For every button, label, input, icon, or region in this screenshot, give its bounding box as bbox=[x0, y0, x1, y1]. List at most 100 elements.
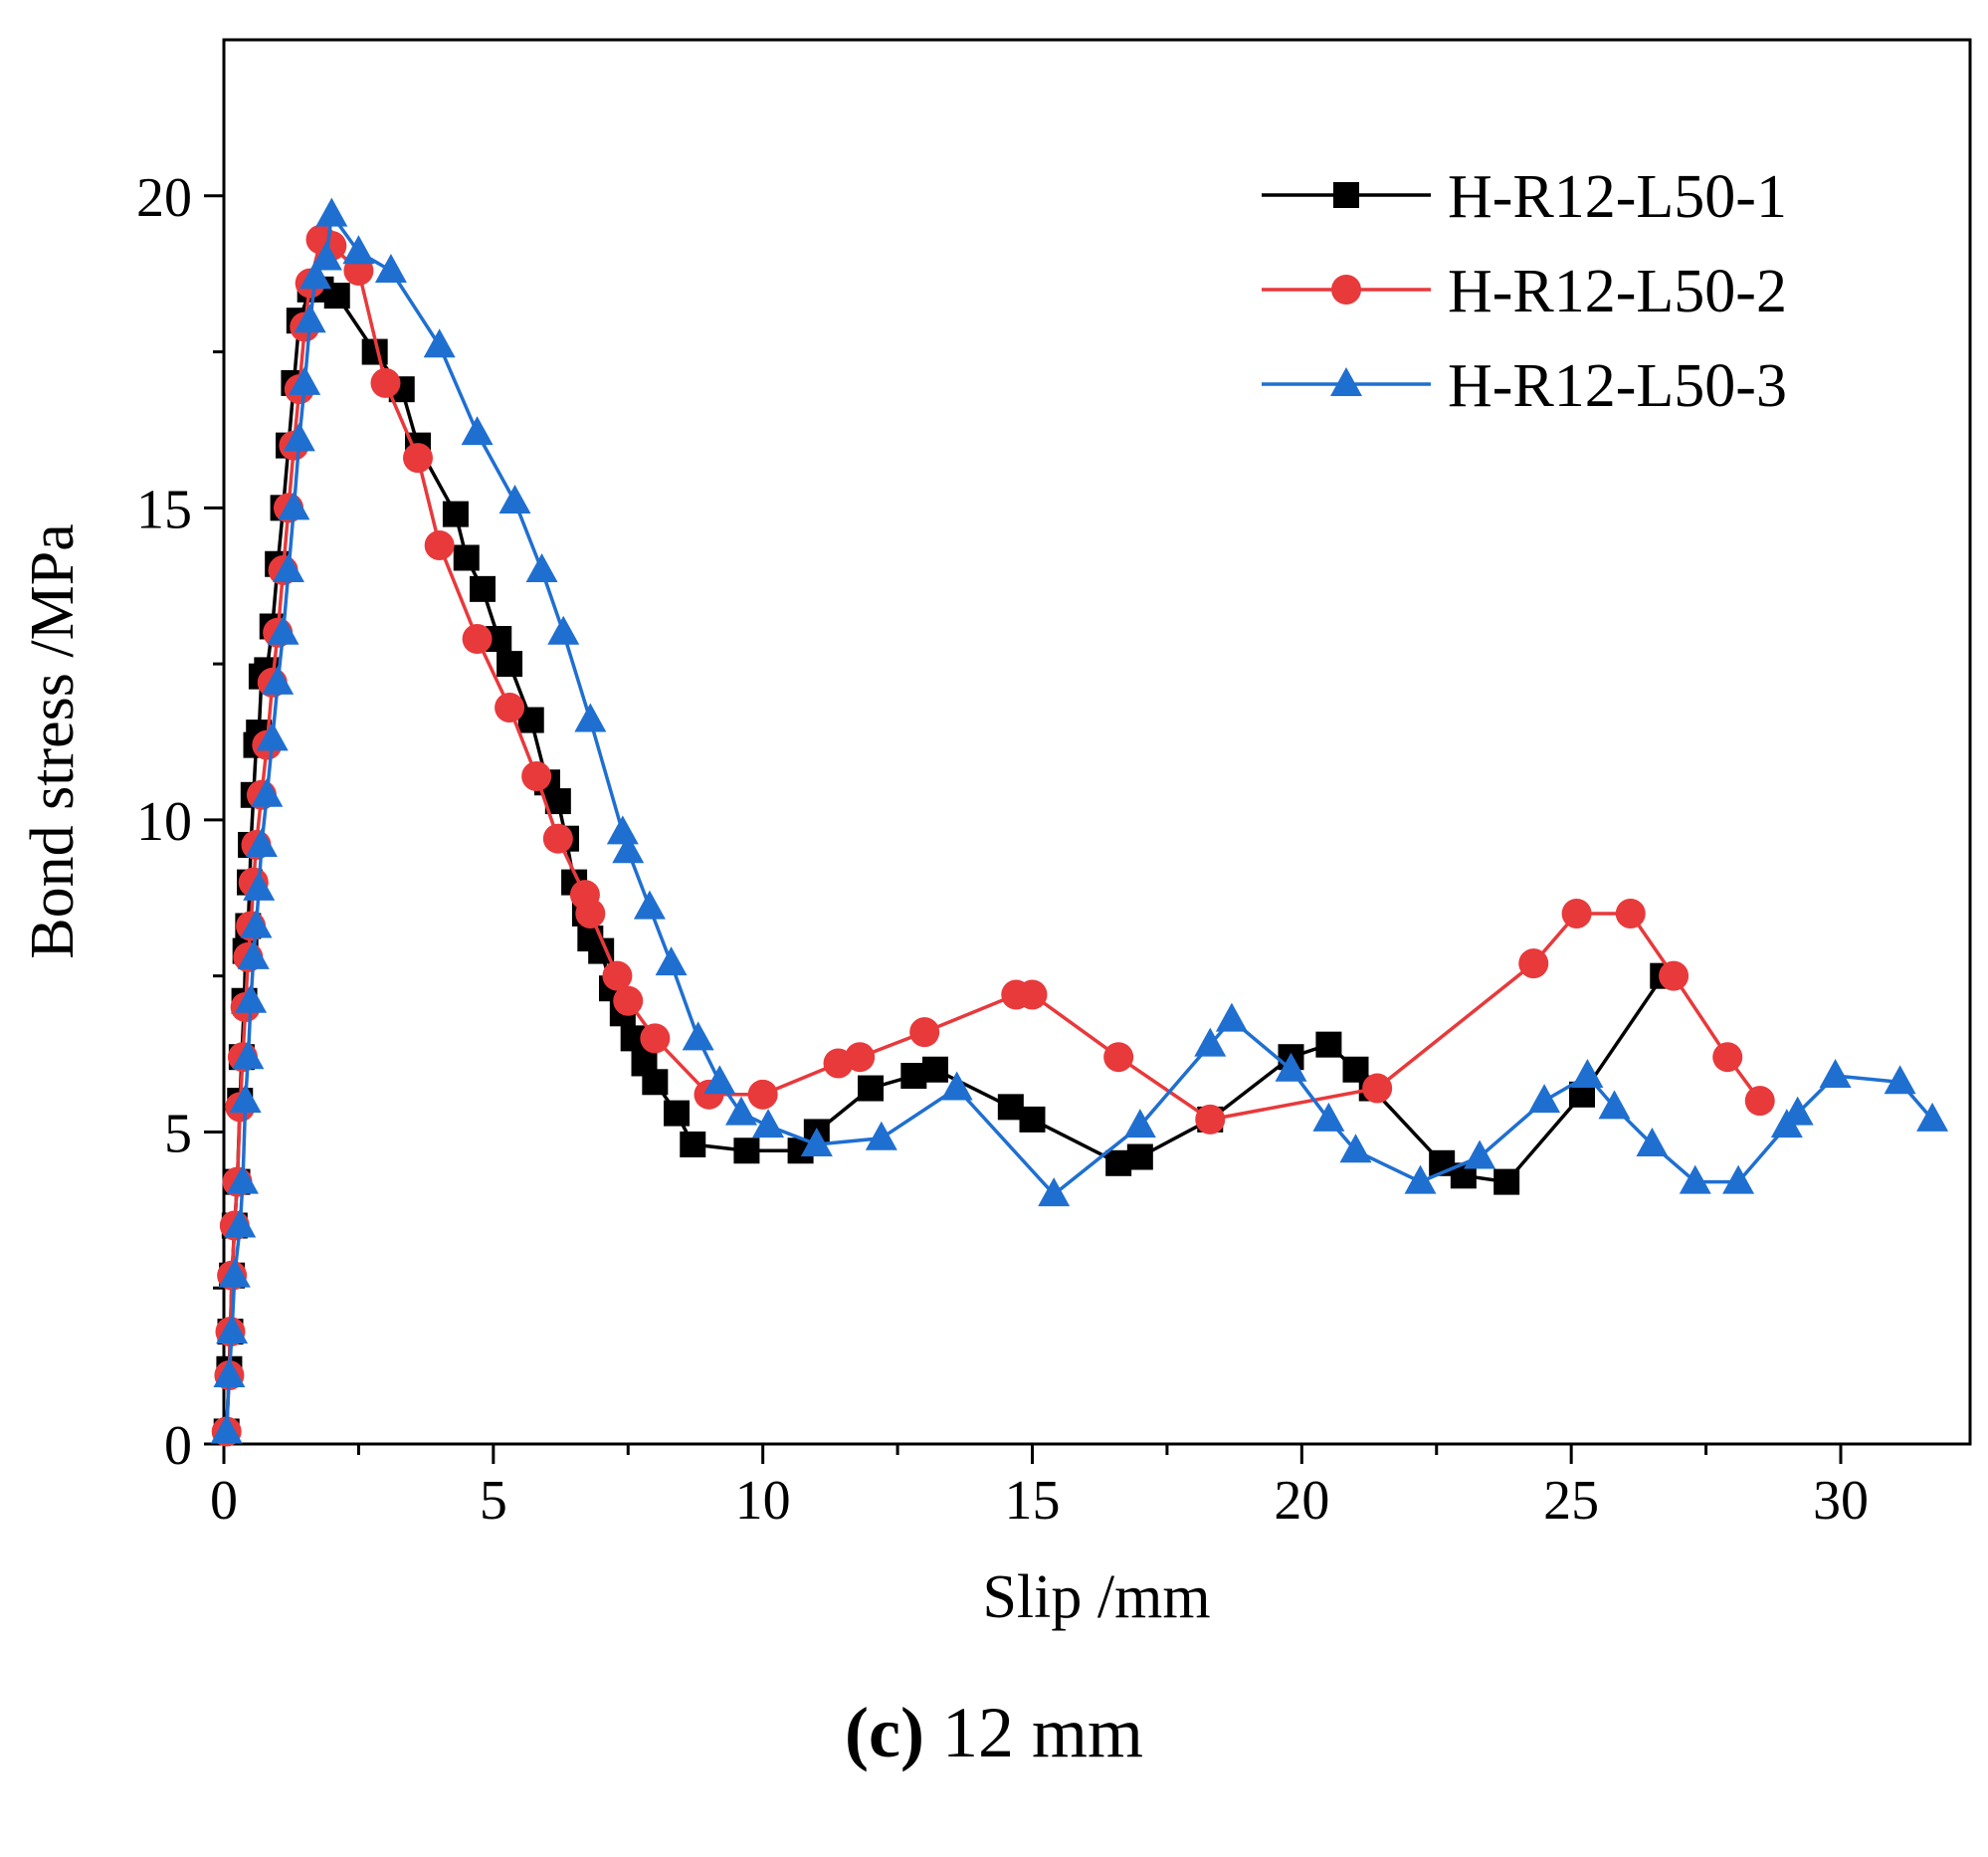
data-point bbox=[640, 1023, 671, 1054]
data-point bbox=[216, 1315, 249, 1344]
data-point bbox=[680, 1131, 706, 1157]
axes: 0 5 10 15 20 25 30 0 5 10 15 20 bbox=[136, 167, 1869, 1532]
series-3 bbox=[210, 197, 1949, 1444]
data-point bbox=[655, 946, 688, 976]
data-point bbox=[633, 890, 666, 920]
data-point bbox=[283, 422, 315, 452]
data-point bbox=[289, 365, 321, 395]
data-point bbox=[845, 1042, 876, 1073]
data-point bbox=[229, 1084, 262, 1114]
data-point bbox=[278, 491, 310, 520]
data-point bbox=[525, 553, 558, 583]
data-point bbox=[1315, 1031, 1342, 1058]
x-axis-label: Slip /mm bbox=[982, 1563, 1210, 1631]
data-point bbox=[1819, 1059, 1852, 1089]
data-point bbox=[299, 260, 332, 290]
data-point bbox=[237, 939, 270, 969]
data-point bbox=[461, 416, 494, 446]
data-point bbox=[664, 1100, 690, 1127]
data-point bbox=[256, 722, 289, 751]
data-point bbox=[226, 1164, 259, 1194]
data-point bbox=[497, 651, 523, 678]
data-point bbox=[470, 575, 496, 602]
data-point bbox=[213, 1358, 246, 1388]
data-point bbox=[1722, 1164, 1755, 1194]
series-line bbox=[224, 288, 1665, 1432]
data-point bbox=[370, 367, 401, 398]
legend-marker bbox=[1330, 367, 1362, 396]
legend-item: H-R12-L50-1 bbox=[1262, 163, 1787, 231]
data-point bbox=[453, 544, 480, 571]
data-point bbox=[733, 1137, 760, 1164]
data-point bbox=[1781, 1096, 1814, 1126]
data-point bbox=[1916, 1102, 1949, 1132]
data-point bbox=[800, 1127, 833, 1156]
data-point bbox=[575, 898, 606, 928]
data-point bbox=[682, 1021, 714, 1051]
plot-frame bbox=[222, 38, 1972, 1446]
data-point bbox=[1339, 1134, 1372, 1163]
data-point bbox=[1123, 1109, 1156, 1138]
caption-text: 12 mm bbox=[923, 1693, 1143, 1772]
data-point bbox=[940, 1071, 973, 1101]
y-tick-label: 5 bbox=[164, 1103, 192, 1164]
legend-marker bbox=[1331, 275, 1361, 305]
data-point bbox=[542, 823, 573, 854]
data-point bbox=[752, 1109, 785, 1138]
data-point bbox=[424, 529, 455, 560]
data-point bbox=[210, 1414, 243, 1444]
data-point bbox=[235, 983, 268, 1013]
x-tick-label: 10 bbox=[735, 1470, 791, 1532]
series-1 bbox=[213, 276, 1677, 1445]
data-point bbox=[1215, 1002, 1248, 1032]
data-point bbox=[498, 485, 531, 515]
figure-caption: (c) 12 mm bbox=[0, 1692, 1988, 1774]
data-point bbox=[642, 1069, 669, 1096]
data-point bbox=[602, 960, 633, 991]
data-point bbox=[342, 235, 375, 265]
data-point bbox=[1017, 979, 1048, 1010]
data-point bbox=[495, 693, 525, 723]
data-point bbox=[1884, 1065, 1916, 1095]
data-point bbox=[442, 501, 469, 527]
y-tick-label: 20 bbox=[136, 167, 192, 229]
y-tick-label: 10 bbox=[136, 791, 192, 853]
data-point bbox=[267, 615, 299, 645]
data-point bbox=[1518, 948, 1549, 979]
x-tick-label: 20 bbox=[1274, 1470, 1329, 1532]
x-tick-label: 15 bbox=[1005, 1470, 1061, 1532]
data-point bbox=[462, 624, 493, 655]
data-point bbox=[1195, 1104, 1226, 1135]
legend-label: H-R12-L50-2 bbox=[1448, 258, 1787, 325]
data-point bbox=[1712, 1042, 1743, 1073]
data-point bbox=[315, 197, 348, 227]
data-point bbox=[858, 1075, 884, 1102]
data-point bbox=[1038, 1177, 1071, 1207]
data-point bbox=[224, 1208, 257, 1238]
data-point bbox=[423, 328, 456, 358]
data-point bbox=[1194, 1027, 1227, 1057]
data-point bbox=[574, 703, 607, 732]
legend-label: H-R12-L50-3 bbox=[1448, 352, 1787, 420]
data-point bbox=[1362, 1073, 1393, 1104]
legend-label: H-R12-L50-1 bbox=[1448, 163, 1787, 231]
data-point bbox=[865, 1121, 897, 1150]
data-point bbox=[521, 760, 552, 791]
x-tick-label: 30 bbox=[1813, 1470, 1869, 1532]
data-point bbox=[1312, 1102, 1345, 1132]
y-tick-label: 15 bbox=[136, 479, 192, 540]
data-point bbox=[1615, 898, 1646, 928]
data-point bbox=[1636, 1127, 1669, 1156]
x-tick-label: 5 bbox=[480, 1470, 507, 1532]
data-point bbox=[1464, 1139, 1496, 1169]
data-point bbox=[1679, 1164, 1711, 1194]
data-point bbox=[1528, 1084, 1561, 1114]
data-point bbox=[262, 665, 295, 695]
x-tick-label: 25 bbox=[1543, 1470, 1599, 1532]
series-line bbox=[224, 212, 1934, 1432]
data-point bbox=[1404, 1164, 1437, 1194]
x-tick-label: 0 bbox=[210, 1470, 238, 1532]
data-point bbox=[612, 834, 645, 864]
y-axis-label: Bond stress /MPa bbox=[19, 523, 87, 958]
